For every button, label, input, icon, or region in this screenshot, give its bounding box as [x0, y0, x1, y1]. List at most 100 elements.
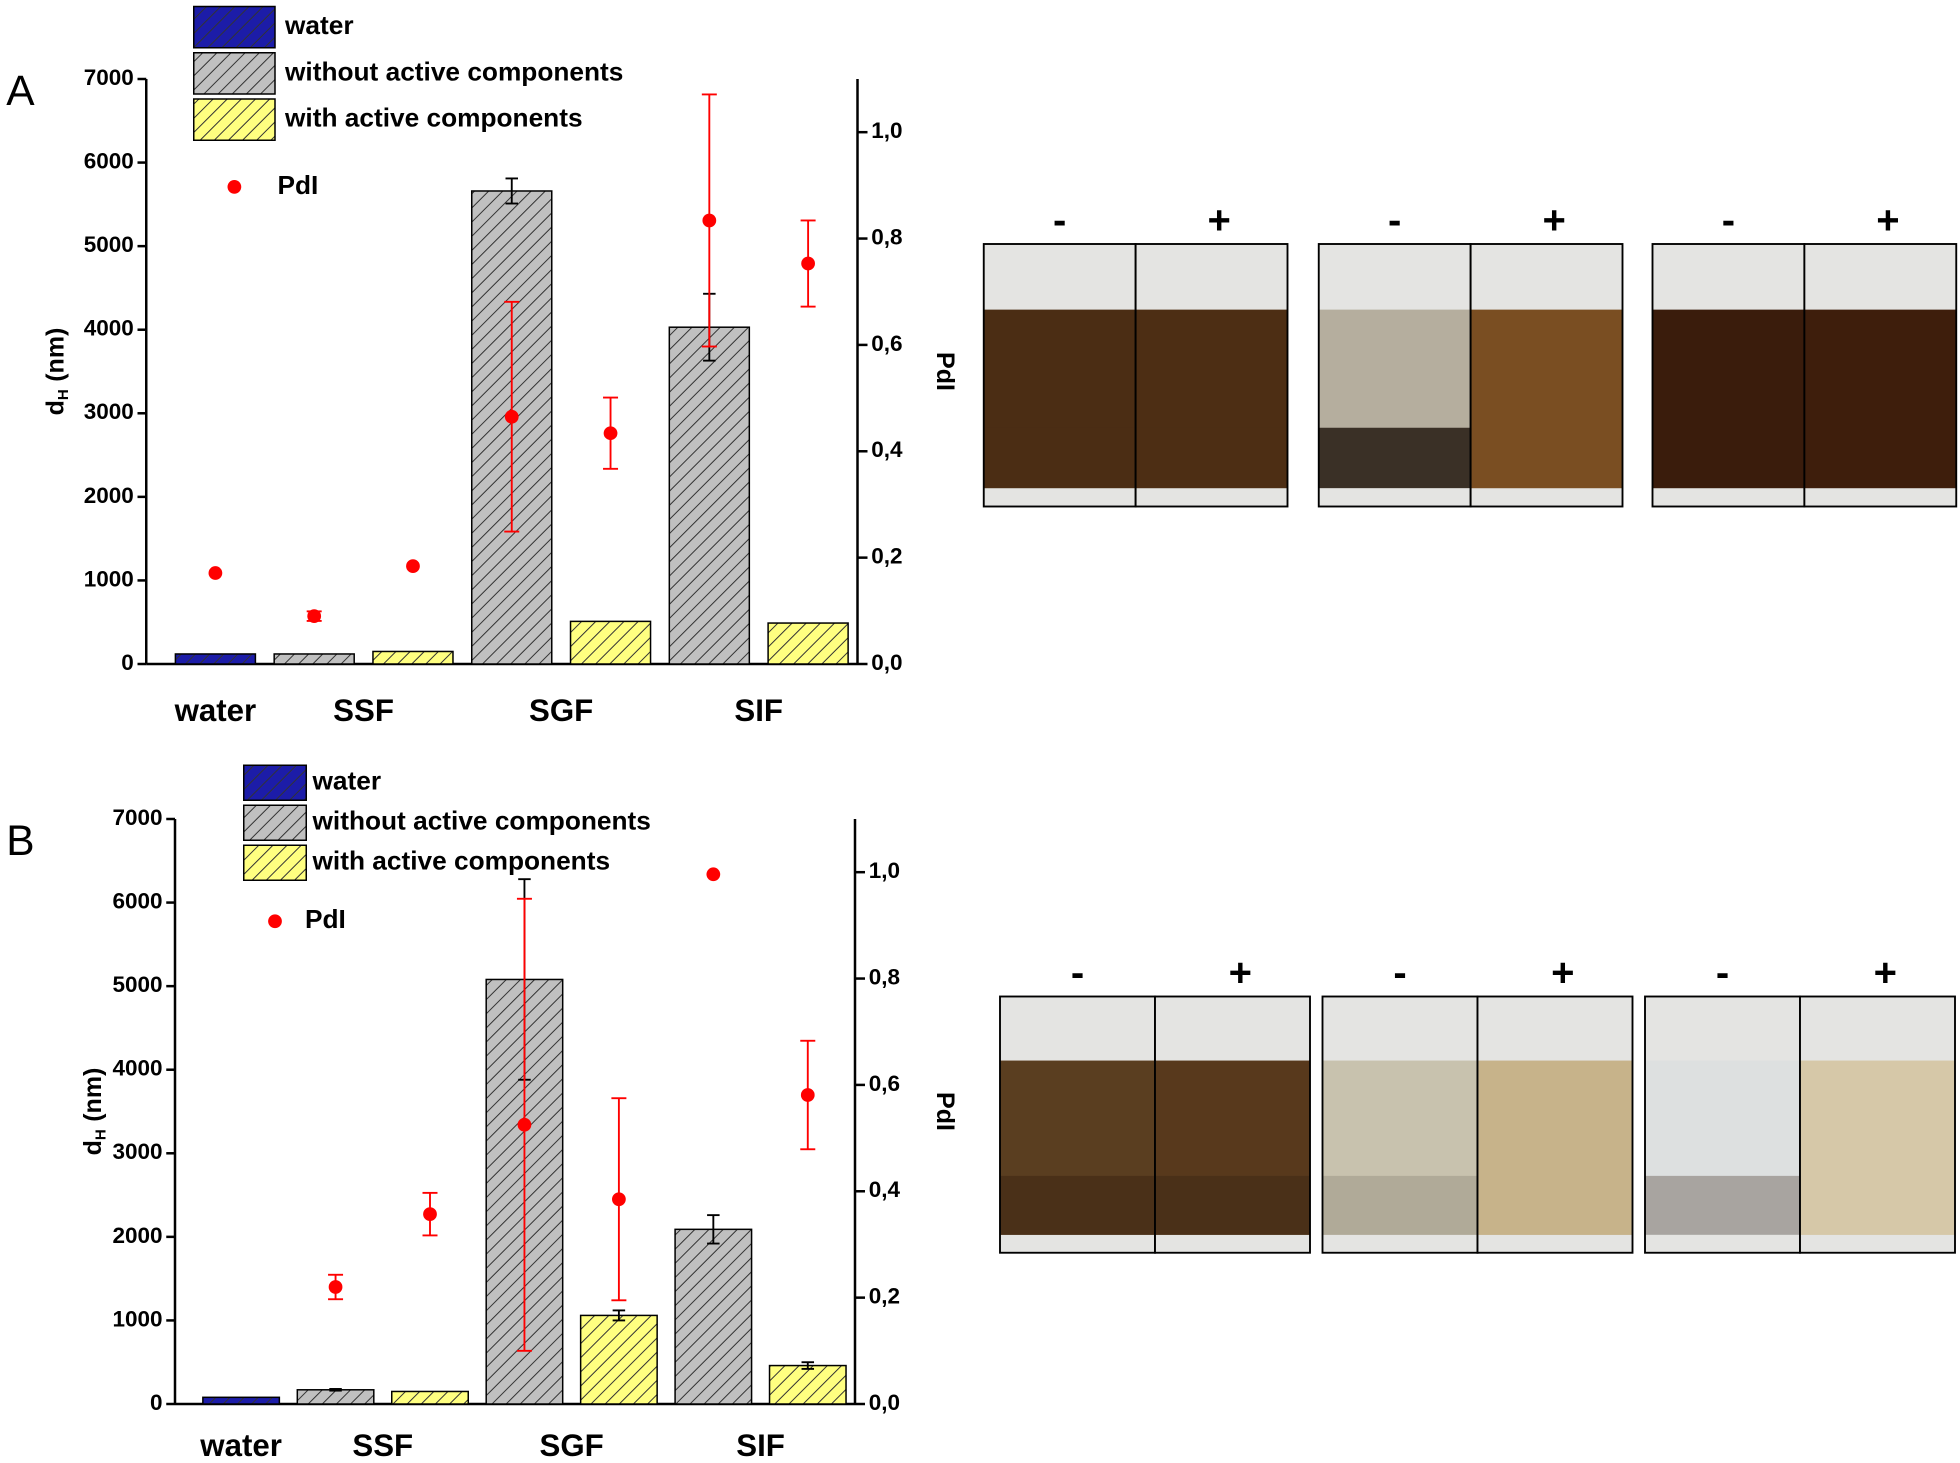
y-tick-label: 3000: [112, 1139, 162, 1164]
y-label-main: d: [41, 400, 69, 415]
photo-frame: [1803, 243, 1958, 508]
y-label-sub: H: [92, 1129, 109, 1140]
photo-label: +: [1542, 198, 1565, 242]
bar: [174, 653, 257, 665]
y-tick-label: 2000: [112, 1223, 162, 1248]
photo-label: +: [1874, 951, 1897, 995]
photo-sediment: [1800, 1175, 1955, 1235]
y2-tick-label: 0,2: [871, 544, 902, 569]
y2-tick-label: 0,2: [869, 1284, 900, 1309]
photo-frame: [1154, 995, 1311, 1254]
y2-tick-label: 0,8: [871, 224, 902, 249]
y2-tick-label: 1,0: [869, 858, 900, 883]
y2-tick-label: 0,6: [869, 1071, 900, 1096]
y-tick-label: 7000: [84, 65, 134, 90]
bar: [372, 650, 454, 665]
y2-axis-label: PdI: [931, 352, 959, 391]
y-label-sub: H: [55, 389, 72, 400]
y2-axis-label: PdI: [931, 1092, 959, 1131]
pdi-point: [517, 1117, 532, 1132]
legend-label: PdI: [305, 904, 346, 934]
pdi-point: [800, 1088, 815, 1102]
y-tick-label: 6000: [112, 889, 162, 914]
pdi-point: [208, 566, 223, 580]
y-tick-label: 3000: [84, 399, 134, 424]
y-tick-label: 1000: [112, 1306, 162, 1331]
bar: [569, 620, 652, 665]
photo-sediment: [1000, 1175, 1155, 1235]
bar: [296, 1389, 375, 1405]
pdi-point: [702, 213, 717, 228]
x-tick-label: SIF: [736, 1428, 785, 1463]
y2-tick-label: 0,0: [871, 650, 902, 675]
pdi-point: [603, 426, 618, 441]
pdi-point: [307, 609, 322, 624]
photo-label: -: [1053, 198, 1066, 242]
photo-label: +: [1229, 951, 1252, 995]
legend-swatch: [193, 98, 276, 142]
error-bar: [329, 1388, 342, 1392]
photo-label: -: [1722, 198, 1735, 242]
error-bar: [612, 1309, 626, 1322]
photo-frame: [1134, 243, 1289, 508]
legend-label: water: [284, 10, 354, 40]
y2-tick-label: 0,0: [869, 1390, 900, 1415]
photo-frame: [1799, 995, 1956, 1254]
photo-sediment: [1477, 1175, 1633, 1235]
bar: [768, 1364, 847, 1405]
legend-marker: [227, 180, 242, 194]
y-axis-label: dH (nm): [78, 1068, 109, 1156]
y-label-unit: (nm): [41, 328, 69, 382]
legend-label: without active components: [284, 56, 623, 86]
error-bar: [505, 177, 519, 205]
photo-sediment: [1322, 1175, 1478, 1235]
y-label-main: d: [78, 1140, 106, 1155]
photo-sediment: [1652, 427, 1805, 489]
y-tick-label: 4000: [112, 1056, 162, 1081]
y2-tick-label: 0,8: [869, 964, 900, 989]
legend-label: water: [312, 766, 382, 796]
y2-tick-label: 0,4: [871, 437, 903, 462]
pdi-point: [706, 867, 721, 882]
photo-sediment: [1318, 427, 1471, 489]
x-tick-label: water: [174, 693, 257, 728]
legend-swatch: [243, 844, 307, 881]
y-tick-label: 1000: [84, 566, 134, 591]
photo-frame: [1469, 243, 1624, 508]
legend-swatch: [243, 804, 307, 841]
y2-tick-label: 0,4: [869, 1177, 901, 1202]
x-tick-label: SIF: [734, 693, 783, 728]
pdi-point: [612, 1192, 626, 1207]
legend-label: PdI: [278, 170, 319, 200]
photo-label: +: [1876, 198, 1899, 242]
panel-label: A: [6, 68, 35, 115]
x-tick-label: SSF: [352, 1428, 413, 1463]
panel-label: B: [6, 818, 34, 865]
photo-label: -: [1388, 198, 1401, 242]
pdi-point: [328, 1280, 343, 1294]
bar: [767, 622, 849, 665]
bar: [668, 326, 751, 665]
photo-sediment: [1135, 427, 1288, 489]
bar: [273, 653, 355, 665]
legend-swatch: [193, 52, 276, 95]
legend-label: without active components: [312, 806, 651, 836]
y-axis-label: dH (nm): [41, 328, 72, 416]
bar: [202, 1396, 281, 1405]
y-tick-label: 0: [121, 650, 134, 675]
y-tick-label: 6000: [84, 149, 134, 174]
photo-label: +: [1207, 198, 1230, 242]
photo-sediment: [1155, 1175, 1310, 1235]
y-tick-label: 7000: [112, 805, 162, 830]
error-bar: [801, 1361, 815, 1370]
photo-label: -: [1716, 951, 1729, 995]
pdi-point: [406, 559, 420, 574]
pdi-point: [423, 1207, 437, 1222]
legend-swatch: [193, 5, 276, 49]
y2-tick-label: 1,0: [871, 118, 902, 143]
legend-swatch: [243, 764, 307, 801]
photo-frame: [1476, 995, 1634, 1254]
y-tick-label: 5000: [112, 972, 162, 997]
x-tick-label: water: [199, 1428, 282, 1463]
